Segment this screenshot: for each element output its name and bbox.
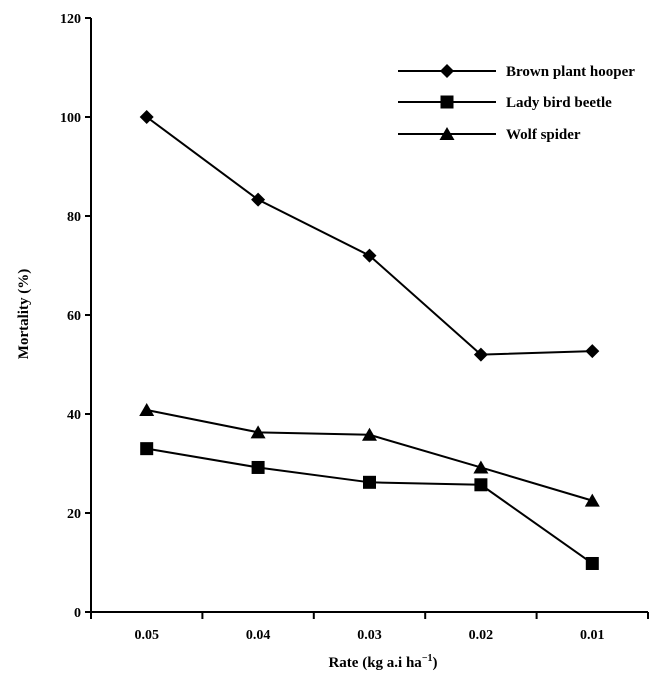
series-layer bbox=[139, 110, 600, 570]
x-tick-label: 0.03 bbox=[357, 628, 382, 643]
x-axis-title: Rate (kg a.i ha−1) bbox=[328, 653, 437, 671]
x-axis-title-main: Rate (kg a.i ha bbox=[328, 655, 422, 671]
legend-entry: Lady bird beetle bbox=[398, 95, 612, 111]
series-line bbox=[147, 117, 593, 355]
y-tick-label: 40 bbox=[67, 408, 81, 423]
legend-label: Brown plant hooper bbox=[506, 64, 635, 80]
x-axis-title-superscript: −1 bbox=[422, 653, 433, 664]
y-tick-label: 60 bbox=[67, 309, 81, 324]
y-tick-label: 0 bbox=[74, 606, 81, 621]
legend-entry: Wolf spider bbox=[398, 127, 581, 143]
data-point-diamond bbox=[251, 193, 265, 207]
data-point-square bbox=[140, 442, 153, 455]
legend-marker-diamond bbox=[440, 64, 454, 78]
data-point-square bbox=[252, 461, 265, 474]
series-brown-plant-hooper bbox=[140, 110, 600, 362]
y-tick-label: 120 bbox=[60, 12, 81, 27]
y-axis-ticks: 0 20 40 60 80 100 120 bbox=[60, 12, 91, 621]
x-tick-label: 0.01 bbox=[580, 628, 605, 643]
x-tick-label: 0.02 bbox=[469, 628, 494, 643]
y-tick-label: 100 bbox=[60, 111, 81, 126]
data-point-square bbox=[474, 478, 487, 491]
data-point-square bbox=[363, 476, 376, 489]
legend: Brown plant hooper Lady bird beetle Wolf s… bbox=[398, 64, 635, 143]
y-axis-title: Mortality (%) bbox=[16, 269, 32, 359]
y-tick-label: 80 bbox=[67, 210, 81, 225]
legend-label: Wolf spider bbox=[506, 127, 581, 143]
x-axis-ticks: 0.05 0.04 0.03 0.02 0.01 bbox=[91, 612, 648, 643]
legend-label: Lady bird beetle bbox=[506, 95, 612, 111]
series-lady-bird-beetle bbox=[140, 442, 599, 570]
x-tick-label: 0.04 bbox=[246, 628, 271, 643]
data-point-square bbox=[586, 557, 599, 570]
legend-entry: Brown plant hooper bbox=[398, 64, 635, 80]
series-line bbox=[147, 449, 593, 564]
x-tick-label: 0.05 bbox=[134, 628, 159, 643]
legend-marker-square bbox=[441, 96, 454, 109]
y-tick-label: 20 bbox=[67, 507, 81, 522]
data-point-diamond bbox=[140, 110, 154, 124]
series-wolf-spider bbox=[139, 403, 600, 507]
x-axis-title-close: ) bbox=[433, 655, 438, 671]
data-point-triangle bbox=[585, 494, 600, 507]
data-point-diamond bbox=[585, 344, 599, 358]
data-point-triangle bbox=[139, 403, 154, 416]
